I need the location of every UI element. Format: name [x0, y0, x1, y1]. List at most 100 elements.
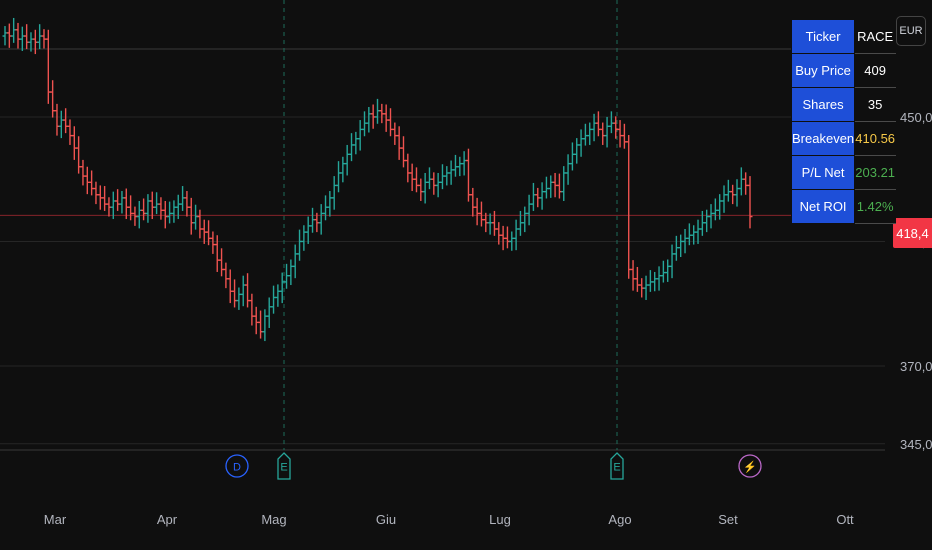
ohlc-bar: [530, 182, 536, 211]
ohlc-bar: [699, 210, 705, 236]
ohlc-bar: [106, 197, 112, 217]
ohlc-bar: [327, 191, 333, 217]
ohlc-bar: [431, 172, 437, 195]
ohlc-bar: [608, 111, 614, 134]
ohlc-bar: [162, 200, 168, 229]
info-row: Buy Price 409: [790, 53, 897, 88]
ohlc-bar: [478, 201, 484, 227]
info-label: Ticker: [790, 19, 856, 54]
ohlc-bar: [80, 159, 86, 186]
ohlc-bar: [362, 111, 368, 137]
ohlc-bar: [383, 104, 389, 132]
ohlc-bar: [621, 123, 627, 149]
x-tick-label: Mag: [261, 512, 286, 527]
ohlc-bar: [275, 284, 281, 307]
ohlc-bar: [188, 197, 194, 235]
ohlc-bar: [613, 116, 619, 139]
ohlc-bar: [184, 191, 190, 217]
ohlc-bar: [444, 166, 450, 186]
ohlc-bar: [349, 133, 355, 162]
ohlc-bar: [418, 178, 424, 201]
ohlc-bar: [656, 266, 662, 291]
ohlc-bar: [366, 106, 372, 133]
event-marker: D: [225, 454, 249, 478]
ohlc-bar: [158, 197, 164, 220]
ohlc-bar: [569, 142, 575, 171]
ohlc-bar: [310, 207, 316, 233]
ohlc-bar: [734, 179, 740, 207]
ohlc-bar: [413, 167, 419, 193]
ohlc-bar: [76, 136, 82, 174]
ohlc-bar: [652, 271, 658, 292]
ohlc-series: [2, 17, 753, 342]
ohlc-bar: [574, 138, 580, 164]
ohlc-bar: [89, 170, 95, 196]
ohlc-bar: [704, 209, 710, 233]
ohlc-bar: [561, 166, 567, 201]
x-tick-label: Set: [718, 512, 738, 527]
ohlc-bar: [695, 219, 701, 244]
ohlc-bar: [123, 188, 129, 220]
ohlc-bar: [474, 197, 480, 226]
ohlc-bar: [128, 195, 134, 221]
info-row: Net ROI 1.42%: [790, 189, 897, 224]
svg-text:E: E: [613, 462, 620, 474]
info-value: 35: [854, 87, 897, 122]
ohlc-bar: [504, 226, 510, 249]
ohlc-bar: [266, 297, 272, 328]
ohlc-bar: [673, 235, 679, 261]
y-tick-label: 345,0: [900, 437, 932, 452]
ohlc-bar: [136, 200, 142, 229]
ohlc-bar: [71, 126, 77, 160]
ohlc-bar: [552, 172, 558, 198]
ohlc-bar: [617, 120, 623, 148]
ohlc-bar: [258, 310, 264, 339]
ohlc-bar: [197, 209, 203, 239]
ohlc-bar: [396, 126, 402, 160]
ohlc-bar: [379, 103, 385, 124]
ohlc-bar: [84, 166, 90, 195]
ohlc-bar: [452, 154, 458, 177]
svg-text:E: E: [280, 462, 287, 474]
ohlc-bar: [193, 204, 199, 230]
y-tick-label: 450,0: [900, 110, 932, 125]
ohlc-bar: [93, 181, 99, 205]
ohlc-bar: [171, 200, 177, 223]
ohlc-bar: [491, 210, 497, 236]
ohlc-bar: [41, 29, 47, 49]
ohlc-bar: [54, 103, 60, 136]
ohlc-bar: [24, 24, 30, 50]
ohlc-bar: [305, 216, 311, 244]
ohlc-bar: [400, 136, 406, 168]
ohlc-bar: [604, 116, 610, 148]
ohlc-bar: [284, 263, 290, 289]
ohlc-bar: [439, 164, 445, 190]
info-label: P/L Net: [790, 155, 856, 190]
event-markers: D E E ⚡: [225, 452, 762, 480]
ohlc-bar: [15, 22, 21, 49]
ohlc-bar: [249, 293, 255, 326]
ohlc-bar: [513, 219, 519, 251]
ohlc-bar: [639, 278, 645, 298]
ohlc-bar: [448, 160, 454, 185]
ohlc-bar: [548, 175, 554, 198]
ohlc-bar: [180, 186, 186, 211]
ohlc-bar: [470, 187, 476, 217]
ohlc-bar: [297, 229, 303, 261]
ohlc-bar: [626, 134, 632, 279]
ohlc-bar: [392, 122, 398, 145]
ohlc-bar: [236, 287, 242, 310]
ohlc-bar: [336, 161, 342, 193]
ohlc-bar: [717, 194, 723, 220]
ohlc-bar: [743, 172, 749, 195]
ohlc-bar: [587, 122, 593, 145]
ohlc-bar: [725, 179, 731, 202]
x-tick-label: Ott: [836, 512, 854, 527]
currency-button[interactable]: EUR: [896, 16, 926, 46]
ohlc-bar: [721, 185, 727, 213]
ohlc-bar: [461, 151, 467, 176]
info-value: 203.21: [854, 155, 897, 190]
ohlc-bar: [500, 225, 506, 251]
x-tick-label: Mar: [44, 512, 67, 527]
ohlc-bar: [6, 23, 12, 48]
